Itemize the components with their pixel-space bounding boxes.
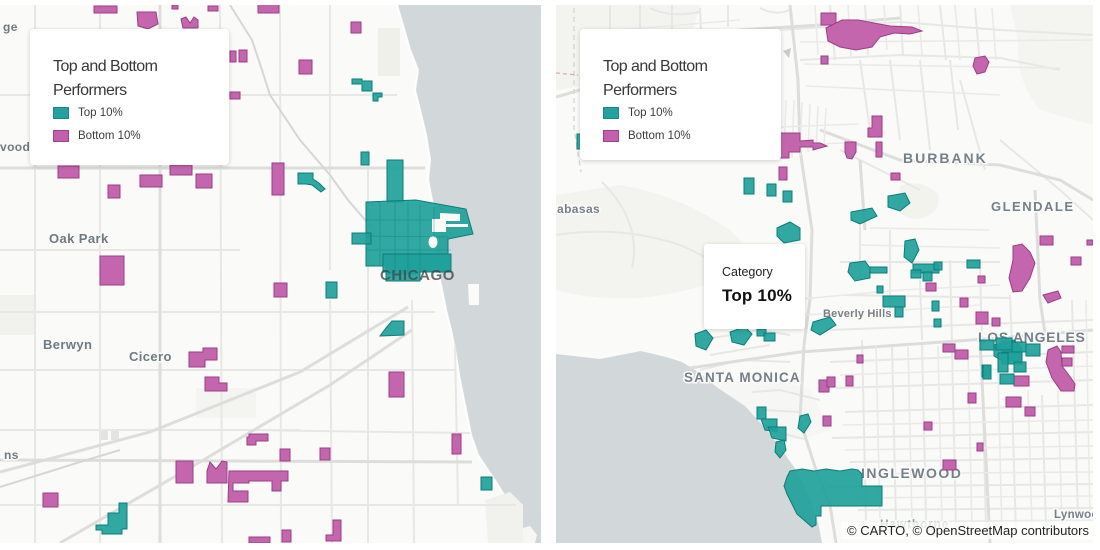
svg-text:Cicero: Cicero — [129, 349, 172, 364]
svg-text:Berwyn: Berwyn — [43, 337, 92, 352]
svg-text:ge: ge — [3, 20, 18, 34]
svg-text:Oak Park: Oak Park — [49, 231, 109, 246]
svg-text:Beverly Hills: Beverly Hills — [823, 308, 892, 320]
svg-text:BURBANK: BURBANK — [903, 150, 988, 166]
svg-text:vood: vood — [0, 140, 30, 154]
svg-text:ns: ns — [4, 448, 19, 462]
svg-text:INGLEWOOD: INGLEWOOD — [861, 465, 962, 481]
svg-text:CHICAGO: CHICAGO — [380, 267, 455, 284]
svg-text:GLENDALE: GLENDALE — [991, 199, 1075, 214]
svg-text:SANTA MONICA: SANTA MONICA — [684, 370, 801, 385]
svg-text:abasas: abasas — [557, 202, 600, 216]
svg-text:Lynwood: Lynwood — [1054, 509, 1093, 521]
